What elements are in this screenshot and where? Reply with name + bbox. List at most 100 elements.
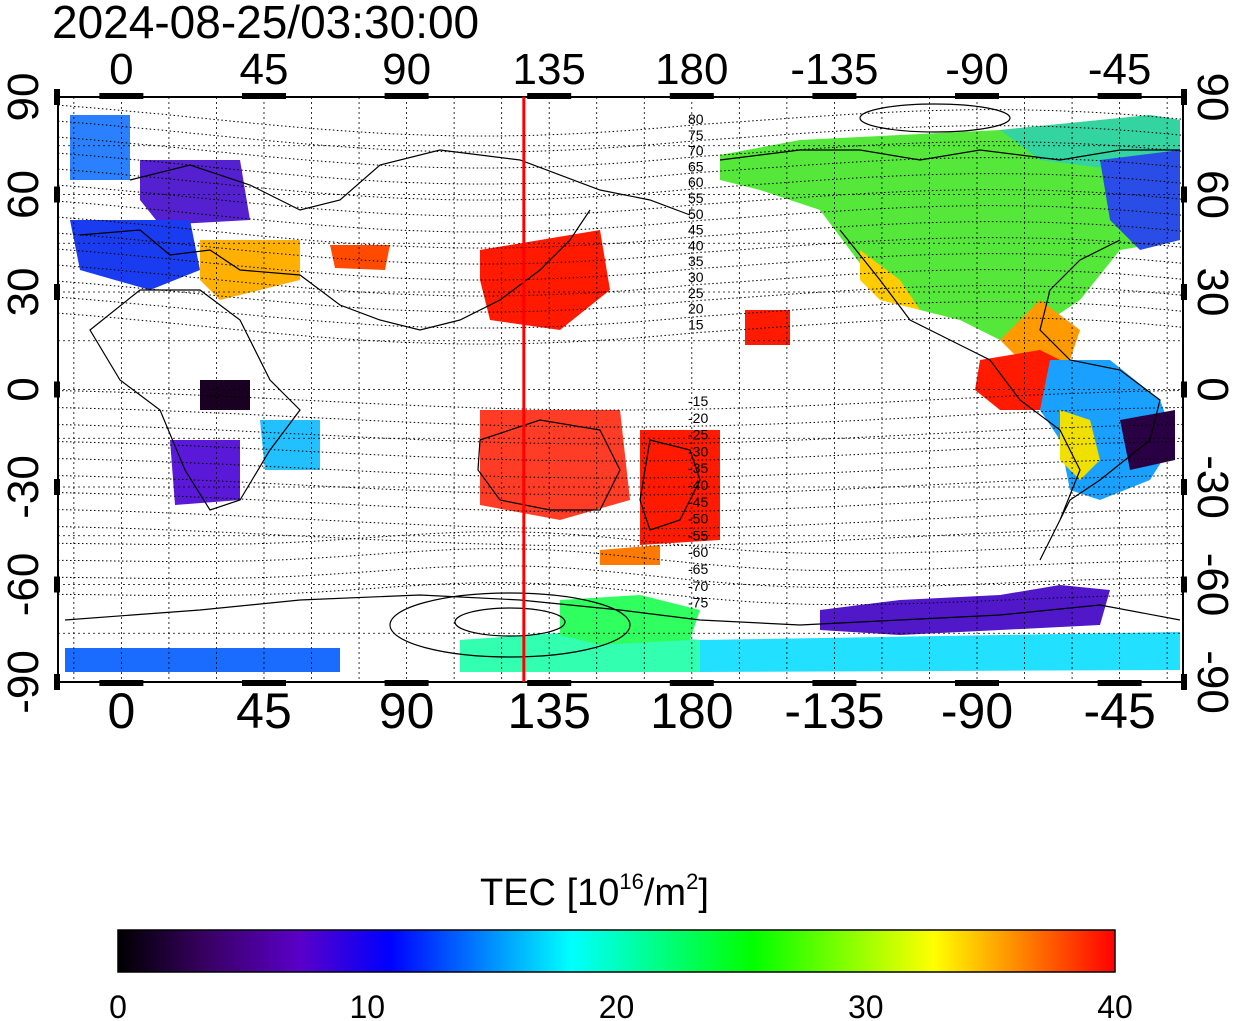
bottom-lon-tick-label: -135 bbox=[784, 683, 884, 739]
left-axis-tick bbox=[54, 186, 60, 203]
left-lat-tick-label: 0 bbox=[0, 377, 48, 401]
left-axis-tick bbox=[54, 479, 60, 495]
bottom-lon-tick-label: 180 bbox=[650, 683, 733, 739]
top-lon-tick-label: -135 bbox=[790, 45, 878, 94]
top-lon-tick-label: 90 bbox=[382, 45, 431, 94]
bottom-axis-tick bbox=[955, 680, 1000, 686]
polar-contour-inner bbox=[454, 607, 566, 637]
right-lat-tick-label: -60 bbox=[1188, 553, 1235, 617]
contour-lines bbox=[57, 103, 1184, 658]
right-lat-tick-label: 30 bbox=[1188, 268, 1235, 317]
contour-label-north: 70 bbox=[688, 143, 704, 159]
contour-label-south: -60 bbox=[688, 544, 708, 560]
figure-title: 2024-08-25/03:30:00 bbox=[52, 0, 479, 48]
bottom-longitude-labels: 0 45 90 135 180 -135 -90 -45 bbox=[107, 683, 1155, 739]
map-grid bbox=[54, 89, 1187, 690]
bottom-axis-tick bbox=[241, 680, 286, 686]
contour-line-north bbox=[57, 232, 1184, 265]
right-lat-tick-label: 60 bbox=[1188, 170, 1235, 219]
bottom-axis-tick bbox=[99, 680, 144, 686]
colorbar-tick-labels: 0 10 20 30 40 bbox=[109, 989, 1133, 1021]
contour-line-north bbox=[57, 136, 1184, 169]
contour-line-north bbox=[57, 104, 1184, 137]
left-axis-tick bbox=[54, 674, 60, 690]
top-axis-tick bbox=[1097, 93, 1142, 99]
contour-label-south: -35 bbox=[688, 460, 708, 476]
colorbar-gradient bbox=[117, 929, 1116, 973]
right-axis-tick bbox=[1181, 381, 1187, 398]
left-lat-tick-label: -60 bbox=[0, 553, 48, 617]
left-axis-tick bbox=[54, 381, 60, 398]
top-axis-tick bbox=[384, 93, 429, 99]
top-axis-tick bbox=[955, 93, 1000, 99]
top-axis-tick bbox=[812, 93, 857, 99]
right-lat-tick-label: -90 bbox=[1188, 650, 1235, 714]
contour-label-north: 20 bbox=[688, 301, 704, 317]
contour-label-north: 30 bbox=[688, 269, 704, 285]
colorbar-title: TEC [1016/m2] bbox=[480, 869, 709, 914]
top-lon-tick-label: 135 bbox=[512, 45, 585, 94]
contour-label-north: 50 bbox=[688, 206, 704, 222]
contour-label-south: -40 bbox=[688, 477, 708, 493]
left-lat-tick-label: 90 bbox=[0, 73, 48, 122]
contour-label-north: 60 bbox=[688, 174, 704, 190]
left-lat-tick-label: -90 bbox=[0, 650, 48, 714]
colorbar-tick-label: 40 bbox=[1097, 989, 1133, 1021]
bottom-lon-tick-label: -90 bbox=[941, 683, 1013, 739]
top-lon-tick-label: 180 bbox=[655, 45, 728, 94]
bottom-lon-tick-label: 90 bbox=[379, 683, 435, 739]
contour-label-north: 80 bbox=[688, 111, 704, 127]
bottom-axis-tick bbox=[812, 680, 857, 686]
left-lat-tick-label: 60 bbox=[0, 170, 48, 219]
contour-line-north bbox=[57, 264, 1184, 297]
contour-label-south: -45 bbox=[688, 494, 708, 510]
contour-label-north: 65 bbox=[688, 158, 704, 174]
right-axis-tick bbox=[1181, 284, 1187, 300]
contour-line-north bbox=[57, 200, 1184, 233]
contour-label-north: 25 bbox=[688, 285, 704, 301]
colorbar-tick-label: 20 bbox=[599, 989, 635, 1021]
top-axis-tick bbox=[99, 93, 144, 99]
bottom-axis-tick bbox=[669, 680, 714, 686]
top-lon-tick-label: 0 bbox=[109, 45, 133, 94]
contour-line-north bbox=[57, 152, 1184, 185]
top-axis-tick bbox=[669, 93, 714, 99]
top-lon-tick-label: -45 bbox=[1088, 45, 1152, 94]
coastlines bbox=[64, 149, 1181, 626]
right-latitude-labels: 90 60 30 0 -30 -60 -90 bbox=[1188, 73, 1235, 714]
contour-label-south: -15 bbox=[688, 393, 708, 409]
right-axis-tick bbox=[1181, 674, 1187, 690]
top-lon-tick-label: -90 bbox=[945, 45, 1009, 94]
top-longitude-labels: 0 45 90 135 180 -135 -90 -45 bbox=[109, 45, 1151, 94]
contour-label-north: 45 bbox=[688, 222, 704, 238]
left-latitude-labels: 90 60 30 0 -30 -60 -90 bbox=[0, 73, 48, 714]
north-polar-contour bbox=[859, 103, 1011, 133]
contour-label-north: 40 bbox=[688, 237, 704, 253]
bottom-lon-tick-label: 45 bbox=[236, 683, 292, 739]
contour-line-north bbox=[57, 248, 1184, 281]
right-lat-tick-label: -30 bbox=[1188, 455, 1235, 519]
left-axis-tick bbox=[54, 576, 60, 593]
bottom-axis-tick bbox=[1097, 680, 1142, 686]
left-axis-tick bbox=[54, 284, 60, 300]
right-axis-tick bbox=[1181, 89, 1187, 105]
contour-label-south: -30 bbox=[688, 443, 708, 459]
contour-label-north: 75 bbox=[688, 127, 704, 143]
contour-label-north: 35 bbox=[688, 253, 704, 269]
left-lat-tick-label: 30 bbox=[0, 268, 48, 317]
contour-label-south: -65 bbox=[688, 561, 708, 577]
bottom-axis-tick bbox=[384, 680, 429, 686]
colorbar-tick-label: 30 bbox=[848, 989, 884, 1021]
contour-label-south: -25 bbox=[688, 427, 708, 443]
contour-line-north bbox=[57, 184, 1184, 217]
top-axis-tick bbox=[241, 93, 286, 99]
contour-label-south: -50 bbox=[688, 511, 708, 527]
tec-data-patches bbox=[65, 115, 1180, 672]
polar-contour-outer bbox=[389, 592, 631, 658]
top-axis-tick bbox=[527, 93, 572, 99]
right-axis-tick bbox=[1181, 186, 1187, 203]
right-axis-tick bbox=[1181, 576, 1187, 593]
